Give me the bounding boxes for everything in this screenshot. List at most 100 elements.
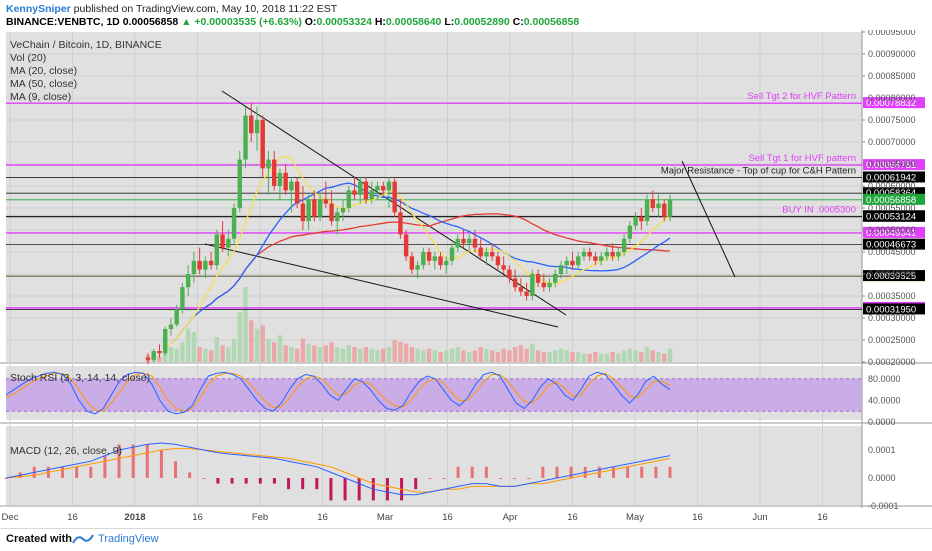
candle bbox=[283, 172, 288, 191]
ma20-line bbox=[170, 182, 671, 344]
volume-bar bbox=[254, 328, 260, 362]
candle bbox=[639, 216, 644, 222]
candle bbox=[472, 238, 478, 248]
level-note: Major Resistance - Top of cup for C&H Pa… bbox=[661, 165, 856, 176]
candle bbox=[340, 208, 346, 213]
candle bbox=[489, 252, 495, 257]
legend-ma9: MA (9, close) bbox=[10, 91, 71, 103]
y-tick-label: 0.00040000 bbox=[868, 269, 916, 279]
candle bbox=[598, 256, 604, 261]
x-tick-label: 16 bbox=[692, 512, 703, 523]
price-label-bg bbox=[863, 238, 925, 250]
macd-hist-bar bbox=[216, 478, 220, 484]
volume-bar bbox=[535, 350, 541, 362]
volume-bar bbox=[403, 343, 409, 362]
chart-header: KennySniper published on TradingView.com… bbox=[0, 0, 932, 30]
candle bbox=[415, 265, 420, 270]
macd-hist-bar bbox=[654, 466, 658, 478]
candle bbox=[576, 256, 581, 266]
price-label: 0.00053124 bbox=[866, 211, 916, 222]
candle bbox=[455, 238, 460, 248]
close-value: 0.00056858 bbox=[523, 16, 580, 28]
candle bbox=[535, 274, 541, 283]
candle bbox=[426, 252, 432, 261]
volume-bar bbox=[214, 337, 220, 362]
y-tick-label: 0.00035000 bbox=[868, 291, 916, 301]
candle bbox=[363, 181, 369, 200]
volume-bar bbox=[317, 347, 323, 362]
candle bbox=[558, 265, 564, 274]
volume-bar bbox=[415, 348, 420, 362]
volume-bar bbox=[375, 350, 380, 362]
volume-bar bbox=[157, 357, 162, 362]
y-tick-label: 0.00045000 bbox=[868, 247, 916, 257]
stoch-tick-label: 40.0000 bbox=[868, 395, 901, 405]
candle bbox=[438, 256, 443, 266]
price-label: 0.00056858 bbox=[866, 195, 916, 206]
candle bbox=[289, 181, 294, 191]
volume-bar bbox=[639, 352, 644, 362]
volume-bar bbox=[426, 348, 432, 362]
price-label: 0.00031950 bbox=[866, 304, 916, 315]
last-price: 0.00056858 bbox=[122, 16, 179, 28]
candle bbox=[266, 159, 271, 169]
macd-hist-bar bbox=[640, 466, 644, 478]
candle bbox=[507, 269, 512, 279]
macd-hist-bar bbox=[244, 478, 248, 484]
volume-bar bbox=[581, 353, 587, 362]
price-label: 0.00064751 bbox=[866, 160, 916, 171]
volume-bar bbox=[346, 345, 351, 362]
candle bbox=[421, 252, 426, 266]
macd-hist-bar bbox=[484, 466, 488, 478]
volume-bar bbox=[570, 352, 575, 362]
volume-bar bbox=[163, 350, 168, 362]
x-tick-label: 16 bbox=[67, 512, 78, 523]
macd-hist-bar bbox=[668, 466, 672, 478]
candle bbox=[610, 252, 615, 257]
created-with: Created with bbox=[6, 533, 73, 545]
symbol-label: BINANCE:VENBTC, 1D bbox=[6, 16, 123, 28]
macd-hist-bar bbox=[89, 466, 93, 478]
stoch-k-line bbox=[5, 371, 671, 415]
macd-hist-bar bbox=[541, 466, 545, 478]
price-label: 0.00039525 bbox=[866, 271, 916, 282]
ohlc-line: BINANCE:VENBTC, 1D 0.00056858 ▲ +0.00003… bbox=[6, 16, 579, 28]
chart-area[interactable]: 0.00078832 Sell Tgt 2 for HVF Pattern 0.00… bbox=[0, 30, 932, 528]
volume-bar bbox=[444, 350, 449, 362]
volume-bar bbox=[358, 348, 363, 362]
macd-label: MACD (12, 26, close, 9) bbox=[10, 445, 122, 457]
candle bbox=[495, 256, 501, 266]
level-note: Sell Tgt 1 for HVF pattern bbox=[748, 153, 856, 164]
volume-bar bbox=[478, 347, 483, 362]
candle bbox=[335, 212, 340, 222]
volume-bar bbox=[203, 348, 208, 362]
candle bbox=[203, 260, 208, 270]
x-tick-label: Dec bbox=[2, 512, 19, 523]
volume-bar bbox=[323, 345, 329, 362]
macd-hist-bar bbox=[287, 478, 291, 490]
candle bbox=[260, 120, 265, 169]
author-name[interactable]: KennySniper bbox=[6, 3, 71, 15]
candle bbox=[249, 115, 254, 134]
stoch-tick-label: 0.0000 bbox=[868, 417, 896, 427]
macd-hist-bar bbox=[611, 466, 615, 478]
volume-bar bbox=[616, 353, 621, 362]
candle bbox=[294, 181, 300, 204]
high-label: H: bbox=[371, 16, 386, 28]
candle bbox=[512, 278, 518, 288]
y-tick-label: 0.00090000 bbox=[868, 49, 916, 59]
volume-bar bbox=[656, 352, 661, 362]
macd-hist-bar bbox=[202, 478, 206, 479]
volume-bar bbox=[621, 350, 627, 362]
stoch-tick-label: 80.0000 bbox=[868, 374, 901, 384]
y-tick-label: 0.00070000 bbox=[868, 137, 916, 147]
volume-bar bbox=[662, 353, 667, 362]
volume-bar bbox=[633, 350, 638, 362]
legend-ma20: MA (20, close) bbox=[10, 65, 77, 77]
macd-hist-bar bbox=[315, 478, 319, 490]
candle bbox=[174, 309, 179, 325]
tradingview-brand[interactable]: TradingView bbox=[98, 533, 159, 545]
candle bbox=[168, 324, 174, 329]
candle bbox=[633, 216, 638, 226]
low-value: 0.00052890 bbox=[454, 16, 510, 28]
